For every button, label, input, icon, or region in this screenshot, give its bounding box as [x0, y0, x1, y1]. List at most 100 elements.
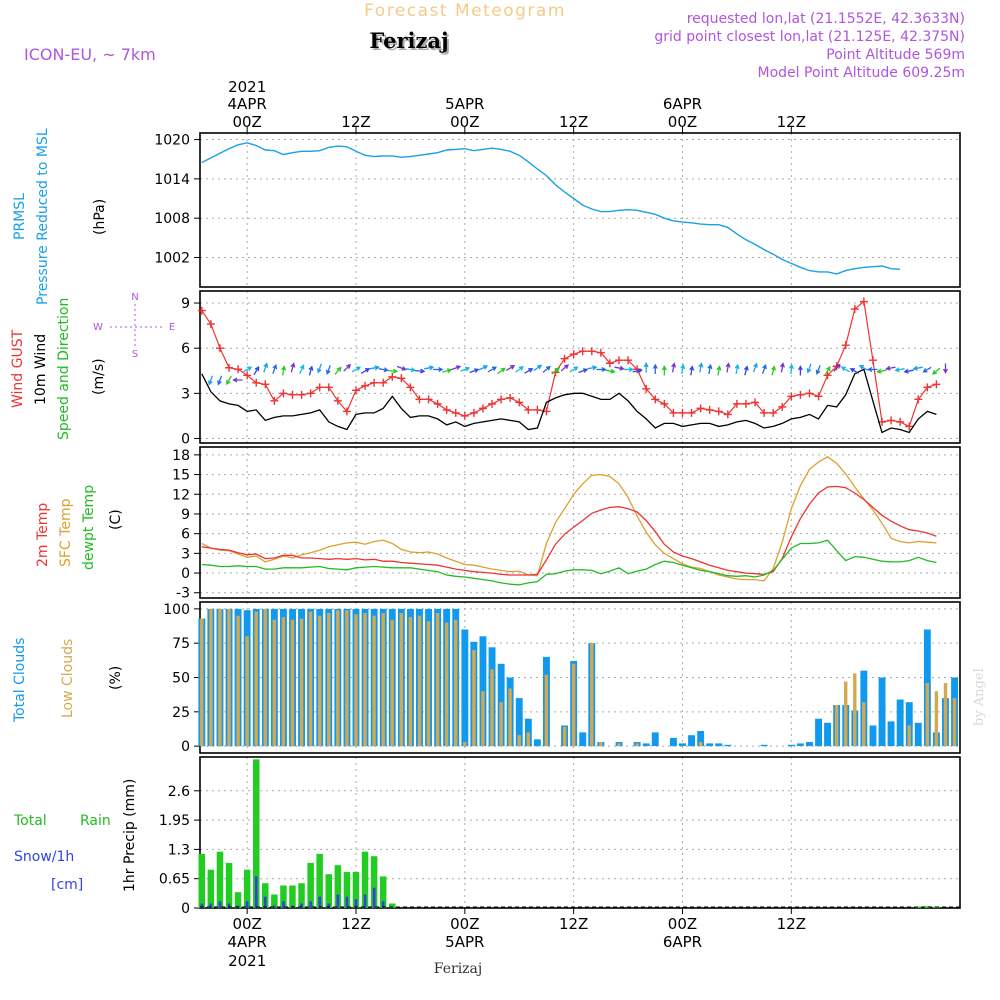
wind-direction-arrow — [542, 365, 551, 373]
bottom-time-label: 00Z — [232, 915, 261, 933]
bottom-date-label: 6APR — [663, 933, 702, 951]
gust-marker — [905, 422, 914, 431]
low-cloud-bar — [263, 608, 267, 747]
gust-marker — [524, 405, 533, 414]
y-tick-label: 9 — [181, 296, 190, 312]
gust-line — [201, 300, 937, 428]
rain-bar — [316, 853, 323, 908]
y-tick-label: 6 — [181, 527, 190, 543]
low-cloud-bar — [417, 615, 422, 747]
rain-label-a: Total — [13, 813, 47, 829]
wind-direction-arrow — [351, 366, 362, 373]
clouds-panel: 0 25 50 75 100 — [163, 601, 961, 755]
gust-marker — [696, 404, 705, 413]
low-cloud-bar — [481, 691, 485, 747]
snow-bar — [318, 896, 322, 908]
snow-bar — [273, 905, 276, 908]
y-tick-label: 1.3 — [168, 842, 190, 858]
wind-direction-arrow — [725, 362, 731, 373]
wind-direction-arrow — [497, 367, 506, 375]
gust-marker — [297, 390, 306, 399]
low-cloud-bar — [390, 619, 394, 747]
wind-direction-arrow — [689, 365, 695, 376]
wind-direction-arrow — [378, 367, 389, 373]
low-cloud-bar — [408, 617, 413, 747]
compass-w: W — [93, 322, 103, 333]
gust-marker — [714, 407, 723, 416]
gust-marker — [206, 320, 215, 329]
snow-bar — [254, 876, 258, 908]
wind-direction-arrow — [806, 363, 812, 374]
y-tick-label: 2.6 — [168, 784, 190, 800]
low-cloud-bar — [834, 705, 839, 747]
dewpt-line — [201, 539, 937, 586]
top-time-label: 00Z — [450, 113, 479, 131]
t2m-label: 2m Temp — [35, 503, 51, 567]
snow-bar — [263, 896, 267, 908]
wind-direction-arrow — [734, 363, 740, 375]
y-tick-label: 25 — [172, 705, 190, 721]
total-cloud-bar — [787, 744, 795, 747]
y-tick-label: 3 — [181, 386, 190, 402]
snow-bar — [218, 901, 222, 908]
wind-direction-arrow — [903, 368, 914, 374]
pressure-unit-label: (hPa) — [92, 199, 108, 235]
gust-marker — [252, 378, 261, 387]
low-cloud-bar — [490, 669, 494, 747]
gust-marker — [605, 359, 614, 368]
low-cloud-bar — [698, 742, 703, 747]
wind-direction-arrow — [922, 366, 932, 373]
rain-bar — [389, 903, 396, 908]
wind-direction-arrow — [614, 365, 625, 371]
gust-marker — [841, 341, 850, 350]
low-cloud-bar — [245, 636, 249, 747]
wind-direction-arrow — [560, 364, 570, 372]
gust-marker — [769, 408, 778, 417]
wind-direction-arrow — [423, 365, 435, 371]
cloud-unit-label: (%) — [108, 666, 124, 690]
wind-direction-arrow — [414, 368, 426, 374]
y-tick-label: 50 — [172, 671, 190, 687]
rain-bar — [262, 883, 269, 908]
gust-marker — [778, 402, 787, 411]
rain-bar — [334, 865, 342, 908]
wind-direction-arrow — [396, 365, 407, 371]
wind-direction-arrow — [867, 367, 878, 372]
wind-direction-arrow — [505, 365, 516, 371]
low-cloud-bar — [526, 732, 530, 747]
low-cloud-bar — [308, 611, 313, 747]
gust-marker — [234, 365, 243, 374]
rain-bar — [225, 862, 233, 908]
low-cloud-bar — [381, 613, 385, 747]
panel-frame — [199, 132, 961, 288]
gust-marker — [932, 380, 941, 389]
wind-direction-arrow — [487, 366, 498, 373]
gust-marker — [361, 381, 370, 390]
gust-marker — [388, 372, 397, 381]
gust-marker — [896, 417, 905, 426]
location-title: Ferizaj — [371, 30, 450, 55]
compass-n: N — [131, 292, 138, 303]
gust-marker — [687, 408, 696, 417]
total-cloud-bar — [706, 743, 714, 747]
snow-bar — [227, 903, 231, 908]
rain-bar — [307, 862, 314, 908]
bottom-time-label: 12Z — [341, 915, 370, 933]
gust-marker — [315, 383, 324, 392]
total-cloud-bar — [642, 743, 650, 747]
low-cloud-bar — [435, 613, 440, 747]
location-title-shadow: Ferizaj — [369, 28, 448, 53]
wind-direction-arrow — [242, 366, 253, 373]
gust-marker — [243, 371, 252, 380]
total-cloud-bar — [461, 629, 469, 747]
wind-direction-arrow — [632, 368, 643, 374]
snow-bar — [327, 903, 331, 908]
gust-marker — [923, 383, 932, 392]
bottom-date-label: 5APR — [445, 933, 484, 951]
wind-direction-arrow — [469, 368, 480, 374]
bottom-date-label: 4APR — [228, 933, 267, 951]
wind-labels: Wind GUST 10m Wind Speed and Direction (… — [10, 292, 175, 440]
snow-bar — [300, 903, 303, 908]
snow-label: Snow/1h — [14, 849, 74, 865]
